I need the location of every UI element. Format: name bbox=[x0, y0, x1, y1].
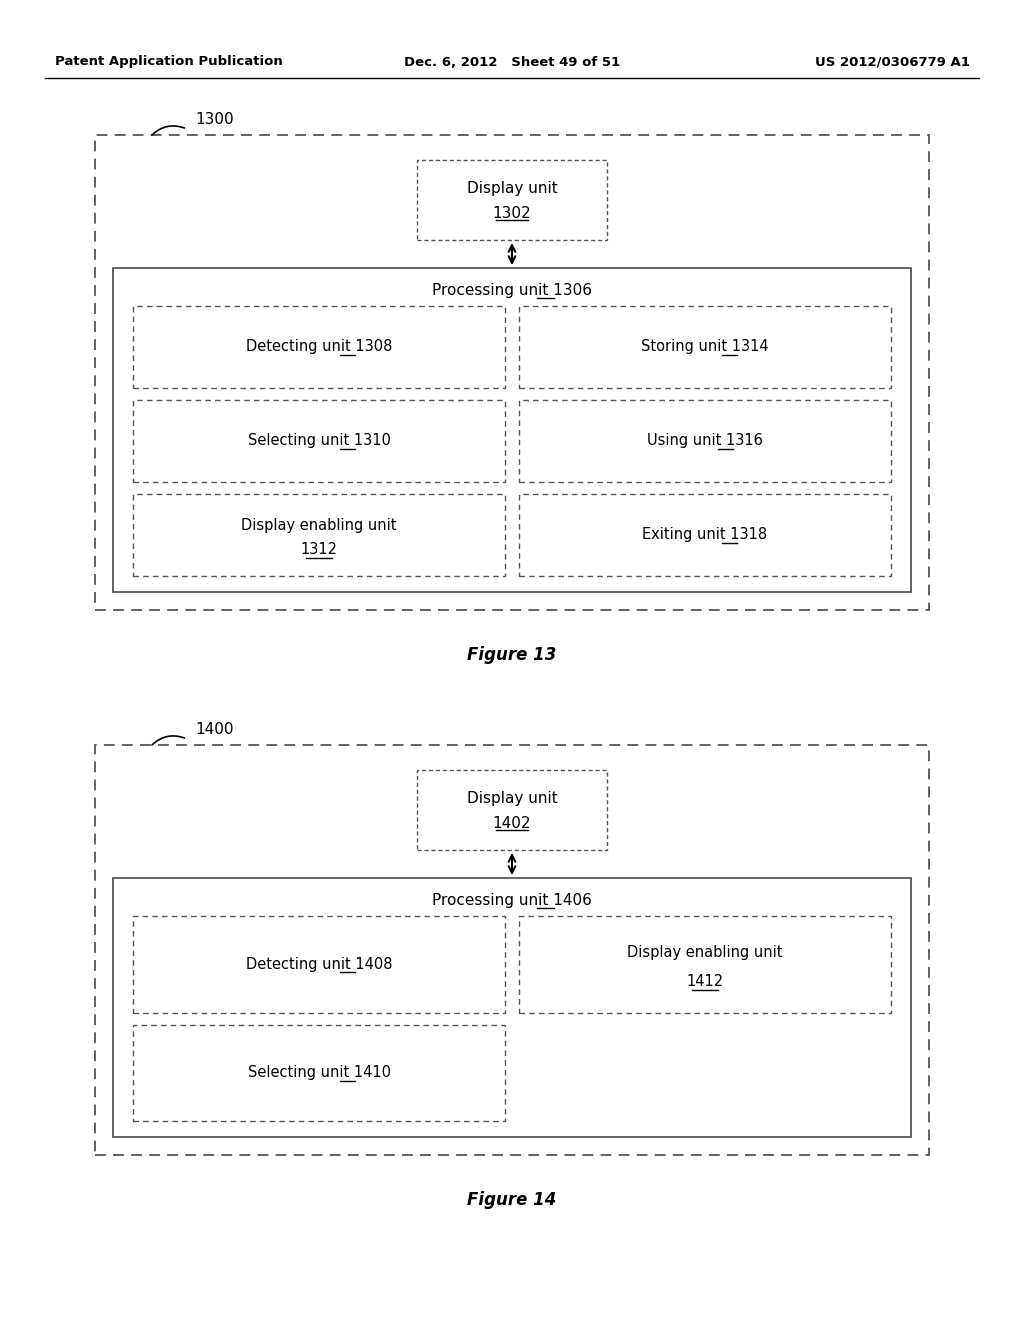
Bar bbox=[95, 135, 929, 610]
Bar bbox=[95, 744, 929, 1155]
Text: Detecting unit 1308: Detecting unit 1308 bbox=[246, 339, 392, 355]
Text: 1302: 1302 bbox=[493, 206, 531, 222]
Text: Exiting unit 1318: Exiting unit 1318 bbox=[642, 528, 768, 543]
Text: Detecting unit 1408: Detecting unit 1408 bbox=[246, 957, 392, 972]
Bar bbox=[133, 400, 505, 482]
Text: Display unit: Display unit bbox=[467, 791, 557, 805]
Text: 1402: 1402 bbox=[493, 817, 531, 832]
Text: Patent Application Publication: Patent Application Publication bbox=[55, 55, 283, 69]
Bar bbox=[519, 306, 891, 388]
Bar bbox=[133, 494, 505, 576]
Bar bbox=[113, 268, 911, 591]
Bar bbox=[133, 916, 505, 1012]
Text: US 2012/0306779 A1: US 2012/0306779 A1 bbox=[815, 55, 970, 69]
Bar bbox=[519, 400, 891, 482]
Bar bbox=[133, 306, 505, 388]
Text: 1300: 1300 bbox=[195, 112, 233, 127]
Text: Display enabling unit: Display enabling unit bbox=[628, 945, 782, 960]
Text: Selecting unit 1410: Selecting unit 1410 bbox=[248, 1065, 390, 1080]
Bar bbox=[113, 878, 911, 1137]
Text: Figure 13: Figure 13 bbox=[467, 645, 557, 664]
Text: Display unit: Display unit bbox=[467, 181, 557, 195]
Text: Using unit 1316: Using unit 1316 bbox=[647, 433, 763, 449]
Bar bbox=[133, 1024, 505, 1121]
Text: Selecting unit 1310: Selecting unit 1310 bbox=[248, 433, 390, 449]
Text: Storing unit 1314: Storing unit 1314 bbox=[641, 339, 769, 355]
Text: Processing unit 1406: Processing unit 1406 bbox=[432, 892, 592, 908]
Text: 1400: 1400 bbox=[195, 722, 233, 737]
FancyArrowPatch shape bbox=[152, 737, 184, 744]
Text: Processing unit 1306: Processing unit 1306 bbox=[432, 282, 592, 297]
Text: Display enabling unit: Display enabling unit bbox=[242, 517, 396, 533]
Text: 1412: 1412 bbox=[686, 974, 724, 989]
Bar bbox=[417, 160, 607, 240]
Bar bbox=[417, 770, 607, 850]
Bar bbox=[519, 494, 891, 576]
Text: Figure 14: Figure 14 bbox=[467, 1191, 557, 1209]
Text: Dec. 6, 2012   Sheet 49 of 51: Dec. 6, 2012 Sheet 49 of 51 bbox=[403, 55, 621, 69]
FancyArrowPatch shape bbox=[152, 125, 184, 135]
Text: 1312: 1312 bbox=[300, 543, 338, 557]
Bar bbox=[519, 916, 891, 1012]
